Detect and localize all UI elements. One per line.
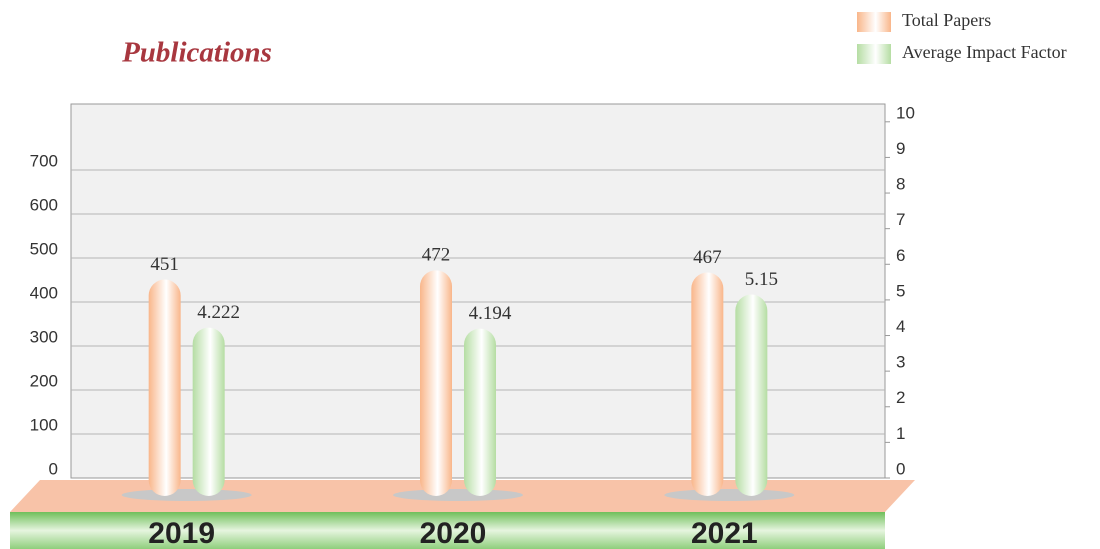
bar [148,279,181,496]
marks [121,270,795,501]
y2-tick-label: 9 [896,139,905,158]
legend-swatch [857,44,891,64]
value-label: 4.194 [469,303,512,324]
legend-swatch [857,12,891,32]
y2-tick-label: 5 [896,281,905,300]
bar [464,328,496,496]
bar-shadow [393,489,523,501]
y-tick-label: 400 [30,283,58,302]
y2-tick-label: 0 [896,459,905,478]
bar [735,294,768,496]
y2-tick-label: 4 [896,317,905,336]
y-tick-label: 100 [30,415,58,434]
x-tick-label: 2019 [148,517,215,549]
bar [420,270,452,496]
y2-tick-label: 2 [896,388,905,407]
y2-tick-label: 10 [896,103,915,122]
value-label: 467 [693,247,722,268]
bar-shadow [664,489,795,501]
y-tick-label: 300 [30,327,58,346]
y2-tick-label: 1 [896,424,905,443]
y2-tick-label: 6 [896,246,905,265]
legend-label: Average Impact Factor [902,42,1067,62]
chart-title: Publications [121,37,272,69]
y-tick-label: 700 [30,151,58,170]
y2-tick-label: 8 [896,175,905,194]
y-tick-label: 0 [49,459,58,478]
y-tick-label: 200 [30,371,58,390]
bar [192,327,225,496]
y2-tick-label: 7 [896,210,905,229]
bar [691,272,724,496]
x-tick-label: 2020 [420,517,487,549]
value-label: 5.15 [745,269,778,290]
x-tick-label: 2021 [691,517,758,549]
legend-label: Total Papers [902,10,991,30]
y-tick-label: 600 [30,195,58,214]
value-label: 451 [150,254,179,275]
y2-tick-label: 3 [896,353,905,372]
category-band [10,512,885,549]
y-tick-label: 500 [30,239,58,258]
value-label: 4.222 [197,302,240,323]
value-label: 472 [422,245,451,266]
bar-shadow [121,489,252,501]
